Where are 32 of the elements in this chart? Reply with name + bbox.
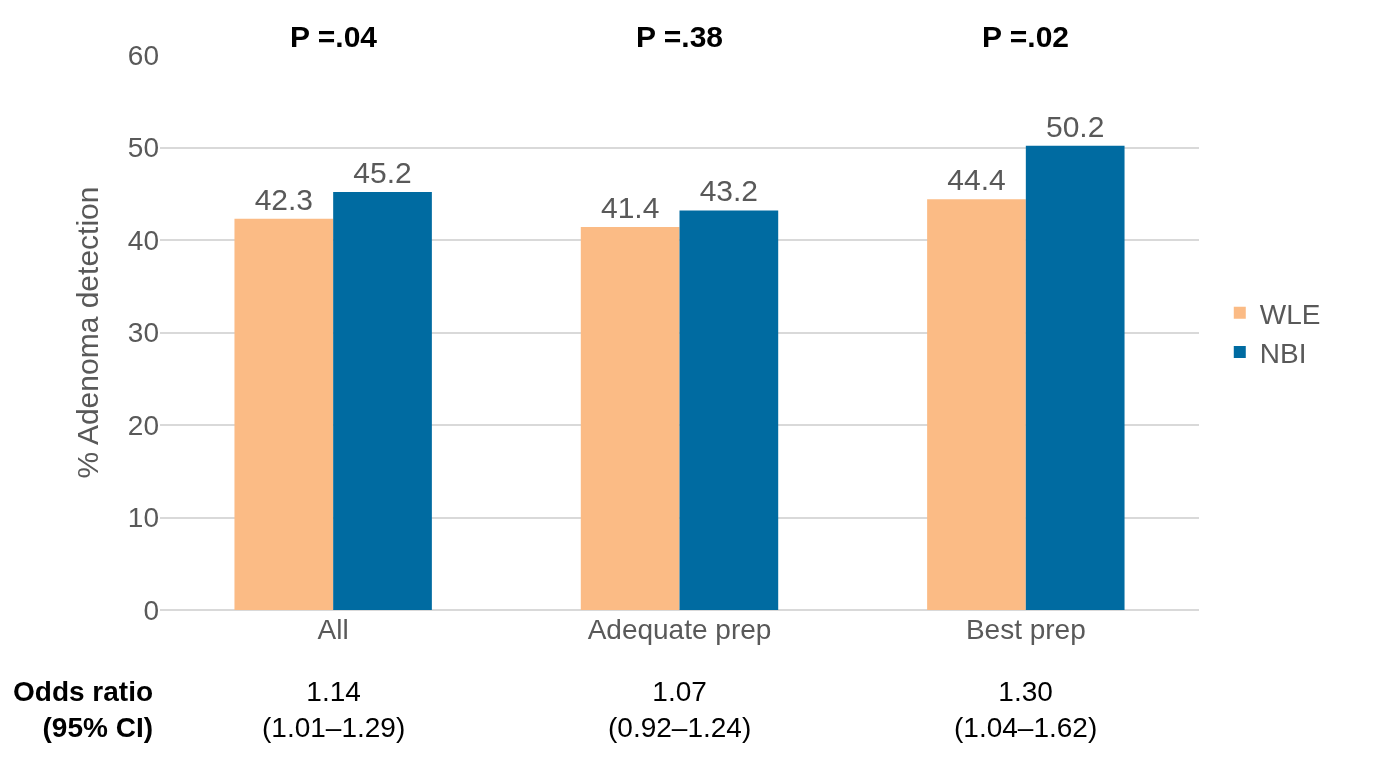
bar — [234, 218, 334, 610]
bar — [580, 227, 680, 610]
data-label: 45.2 — [353, 155, 412, 189]
bar — [927, 199, 1026, 610]
data-label: 43.2 — [699, 174, 759, 208]
bar — [679, 210, 779, 610]
y-tick-label: 50 — [127, 132, 159, 164]
data-label: 44.4 — [947, 163, 1006, 197]
text: P =.38 — [636, 20, 724, 53]
x-tick-label: All — [317, 614, 349, 645]
y-axis-title: % Adenoma detection — [70, 186, 104, 479]
y-tick-label: 40 — [127, 224, 159, 256]
data-label: 42.3 — [254, 182, 314, 216]
text: 1.07 (0.92–1.24) — [608, 676, 752, 744]
y-tick-label: 30 — [127, 317, 159, 349]
y-tick-label: 20 — [127, 409, 159, 441]
bar — [1025, 145, 1125, 610]
text: 1.30 (1.04–1.62) — [954, 676, 1098, 744]
text: P =.04 — [290, 20, 378, 53]
text: P =.02 — [982, 20, 1070, 53]
y-tick-label: 60 — [127, 39, 159, 71]
x-tick-label: Best prep — [965, 614, 1086, 645]
text: Odds ratio (95% CI) — [13, 676, 154, 744]
y-tick-label: 10 — [127, 502, 159, 534]
text: 1.14 (1.01–1.29) — [262, 676, 406, 744]
bar — [333, 191, 432, 610]
legend-label: NBI — [1259, 338, 1307, 370]
legend-label: WLE — [1259, 298, 1321, 330]
y-tick-label: 0 — [143, 594, 159, 626]
data-label: 50.2 — [1045, 109, 1105, 143]
x-tick-label: Adequate prep — [587, 614, 772, 645]
data-label: 41.4 — [600, 191, 660, 225]
